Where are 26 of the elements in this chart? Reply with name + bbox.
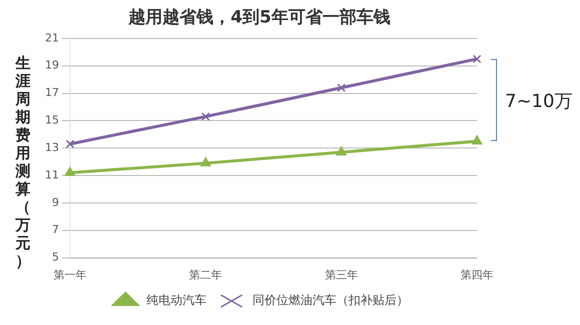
x-tick-label: 第二年 <box>189 268 222 282</box>
y-tick-label: 13 <box>44 140 59 154</box>
y-tick-label: 11 <box>44 168 59 182</box>
x-tick-label: 第一年 <box>53 268 86 282</box>
legend-label: 纯电动汽车 <box>146 293 206 308</box>
point <box>337 83 346 92</box>
point <box>66 140 74 148</box>
x-tick-label: 第三年 <box>324 268 358 282</box>
text: 7~10万 <box>505 90 572 114</box>
x-tick-label: 第四年 <box>460 268 494 282</box>
y-tick-label: 5 <box>52 250 59 264</box>
point <box>201 112 210 121</box>
y-tick-label: 15 <box>44 114 59 127</box>
y-tick-label: 9 <box>52 196 59 209</box>
point <box>472 54 482 64</box>
point <box>200 157 211 166</box>
point <box>64 167 76 176</box>
y-tick-label: 7 <box>52 223 59 236</box>
legend-label: 同价位燃油汽车（扣补贴后） <box>252 293 408 308</box>
y-tick-label: 17 <box>44 86 59 100</box>
text: 生涯周期费用测算（万元） <box>16 54 30 270</box>
point <box>472 135 482 144</box>
point <box>336 146 346 156</box>
y-tick-label: 21 <box>44 31 59 44</box>
chart-title: 越用越省钱，4到5年可省一部车钱 <box>128 8 390 28</box>
y-tick-label: 19 <box>44 58 59 72</box>
